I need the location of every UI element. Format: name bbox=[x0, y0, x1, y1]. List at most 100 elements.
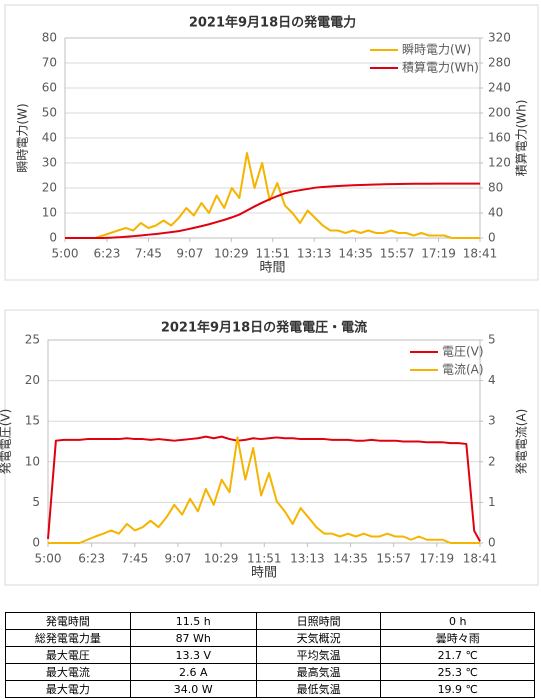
y-tick-label: 20 bbox=[25, 373, 40, 387]
table-cell: 最高気温 bbox=[255, 663, 382, 681]
x-tick-label: 13:13 bbox=[297, 247, 332, 261]
table-cell: 発電時間 bbox=[5, 612, 131, 630]
legend-label: 電圧(V) bbox=[442, 345, 484, 359]
x-tick-label: 10:29 bbox=[214, 247, 249, 261]
x-tick-label: 15:57 bbox=[376, 552, 411, 566]
chart-title: 2021年9月18日の発電電力 bbox=[189, 15, 356, 31]
table-cell: 最大電圧 bbox=[5, 646, 131, 664]
y-tick-label: 70 bbox=[42, 56, 57, 70]
series-line bbox=[47, 435, 481, 542]
y2-tick-label: 240 bbox=[488, 81, 511, 95]
x-tick-label: 6:23 bbox=[93, 247, 120, 261]
y2-tick-label: 5 bbox=[488, 333, 496, 347]
series-line bbox=[65, 182, 480, 239]
table-cell: 最低気温 bbox=[255, 680, 382, 698]
table-cell: 0 h bbox=[380, 612, 535, 630]
y-tick-label: 15 bbox=[25, 414, 40, 428]
y2-tick-label: 160 bbox=[488, 131, 511, 145]
table-row: 最大電流 2.6 A 最高気温 25.3 ℃ bbox=[5, 663, 535, 681]
y-tick-label: 10 bbox=[25, 454, 40, 468]
y2-axis-label: 積算電力(Wh) bbox=[514, 100, 529, 177]
table-cell: 日照時間 bbox=[255, 612, 382, 630]
y-tick-label: 10 bbox=[42, 206, 57, 220]
table-cell: 平均気温 bbox=[255, 646, 382, 664]
table-cell: 13.3 V bbox=[129, 646, 257, 664]
table-cell: 25.3 ℃ bbox=[380, 663, 535, 681]
legend-label: 積算電力(Wh) bbox=[402, 60, 479, 75]
y2-tick-label: 200 bbox=[488, 106, 511, 120]
y-tick-label: 5 bbox=[32, 495, 40, 509]
table-cell: 最大電流 bbox=[5, 663, 131, 681]
y2-tick-label: 4 bbox=[488, 373, 496, 387]
chart-frame bbox=[4, 4, 539, 281]
table-cell: 曇時々雨 bbox=[380, 629, 535, 647]
x-tick-label: 11:51 bbox=[255, 247, 290, 261]
y-tick-label: 20 bbox=[42, 181, 57, 195]
x-tick-label: 17:19 bbox=[421, 247, 456, 261]
table-row: 総発電電力量 87 Wh 天気概況 曇時々雨 bbox=[5, 629, 535, 647]
x-tick-label: 7:45 bbox=[135, 247, 162, 261]
x-tick-label: 17:19 bbox=[420, 552, 455, 566]
table-cell: 最大電力 bbox=[5, 680, 131, 698]
y-tick-label: 60 bbox=[42, 81, 57, 95]
y2-tick-label: 320 bbox=[488, 31, 511, 45]
plot-frame bbox=[64, 37, 481, 239]
x-tick-label: 5:00 bbox=[52, 247, 79, 261]
x-tick-label: 5:00 bbox=[35, 552, 62, 566]
y2-tick-label: 0 bbox=[488, 536, 496, 550]
table-cell: 19.9 ℃ bbox=[380, 680, 535, 698]
x-tick-label: 18:41 bbox=[463, 247, 498, 261]
y-tick-label: 0 bbox=[32, 536, 40, 550]
y-tick-label: 0 bbox=[49, 231, 57, 245]
y2-tick-label: 80 bbox=[488, 181, 503, 195]
power-chart: 2021年9月18日の発電電力 0 10 20 30 40 50 60 70 80 0 40 80 120… bbox=[4, 4, 539, 281]
x-tick-label: 6:23 bbox=[78, 552, 105, 566]
table-row: 最大電力 34.0 W 最低気温 19.9 ℃ bbox=[5, 680, 535, 698]
table-cell: 34.0 W bbox=[129, 680, 257, 698]
y-tick-label: 30 bbox=[42, 156, 57, 170]
summary-table: 発電時間 11.5 h 日照時間 0 h 総発電電力量 87 Wh 天気概況 曇時々雨 最大電圧… bbox=[5, 612, 535, 698]
table-row: 発電時間 11.5 h 日照時間 0 h bbox=[5, 612, 535, 630]
y2-tick-label: 280 bbox=[488, 56, 511, 70]
x-tick-label: 18:41 bbox=[463, 552, 498, 566]
x-tick-label: 10:29 bbox=[204, 552, 239, 566]
series-line bbox=[48, 436, 480, 544]
x-tick-label: 14:35 bbox=[338, 247, 373, 261]
chart-title: 2021年9月18日の発電電圧・電流 bbox=[161, 320, 367, 336]
chart-frame bbox=[4, 309, 539, 586]
y2-tick-label: 3 bbox=[488, 414, 496, 428]
y2-tick-label: 0 bbox=[488, 231, 496, 245]
voltage-current-chart: 2021年9月18日の発電電圧・電流 0 5 10 15 20 25 0 1 2 3 4 5 5:00 6:… bbox=[0, 309, 539, 586]
legend-label: 電流(A) bbox=[442, 363, 484, 377]
y2-tick-label: 40 bbox=[488, 206, 503, 220]
legend-label: 瞬時電力(W) bbox=[402, 43, 471, 57]
x-axis-label: 時間 bbox=[259, 261, 285, 276]
y-tick-label: 25 bbox=[25, 333, 40, 347]
table-cell: 87 Wh bbox=[129, 629, 257, 647]
x-tick-label: 9:07 bbox=[176, 247, 203, 261]
x-axis-label: 時間 bbox=[251, 566, 277, 581]
x-tick-label: 15:57 bbox=[380, 247, 415, 261]
x-tick-label: 13:13 bbox=[290, 552, 325, 566]
x-tick-label: 14:35 bbox=[333, 552, 368, 566]
table-cell: 総発電電力量 bbox=[5, 629, 131, 647]
table-cell: 21.7 ℃ bbox=[380, 646, 535, 664]
y2-tick-label: 2 bbox=[488, 454, 496, 468]
x-tick-label: 11:51 bbox=[247, 552, 282, 566]
table-cell: 天気概況 bbox=[255, 629, 382, 647]
y-axis-label: 瞬時電力(W) bbox=[16, 103, 30, 172]
table-cell: 2.6 A bbox=[129, 663, 257, 681]
y2-tick-label: 120 bbox=[488, 156, 511, 170]
y2-tick-label: 1 bbox=[488, 495, 496, 509]
y-tick-label: 80 bbox=[42, 31, 57, 45]
series-line bbox=[65, 152, 480, 239]
table-row: 最大電圧 13.3 V 平均気温 21.7 ℃ bbox=[5, 646, 535, 664]
x-tick-label: 9:07 bbox=[164, 552, 191, 566]
x-tick-label: 7:45 bbox=[121, 552, 148, 566]
table-cell: 11.5 h bbox=[129, 612, 257, 630]
y-tick-label: 40 bbox=[42, 131, 57, 145]
plot-frame bbox=[47, 339, 481, 544]
y-tick-label: 50 bbox=[42, 106, 57, 120]
y2-axis-label: 発電電流(A) bbox=[515, 409, 529, 475]
